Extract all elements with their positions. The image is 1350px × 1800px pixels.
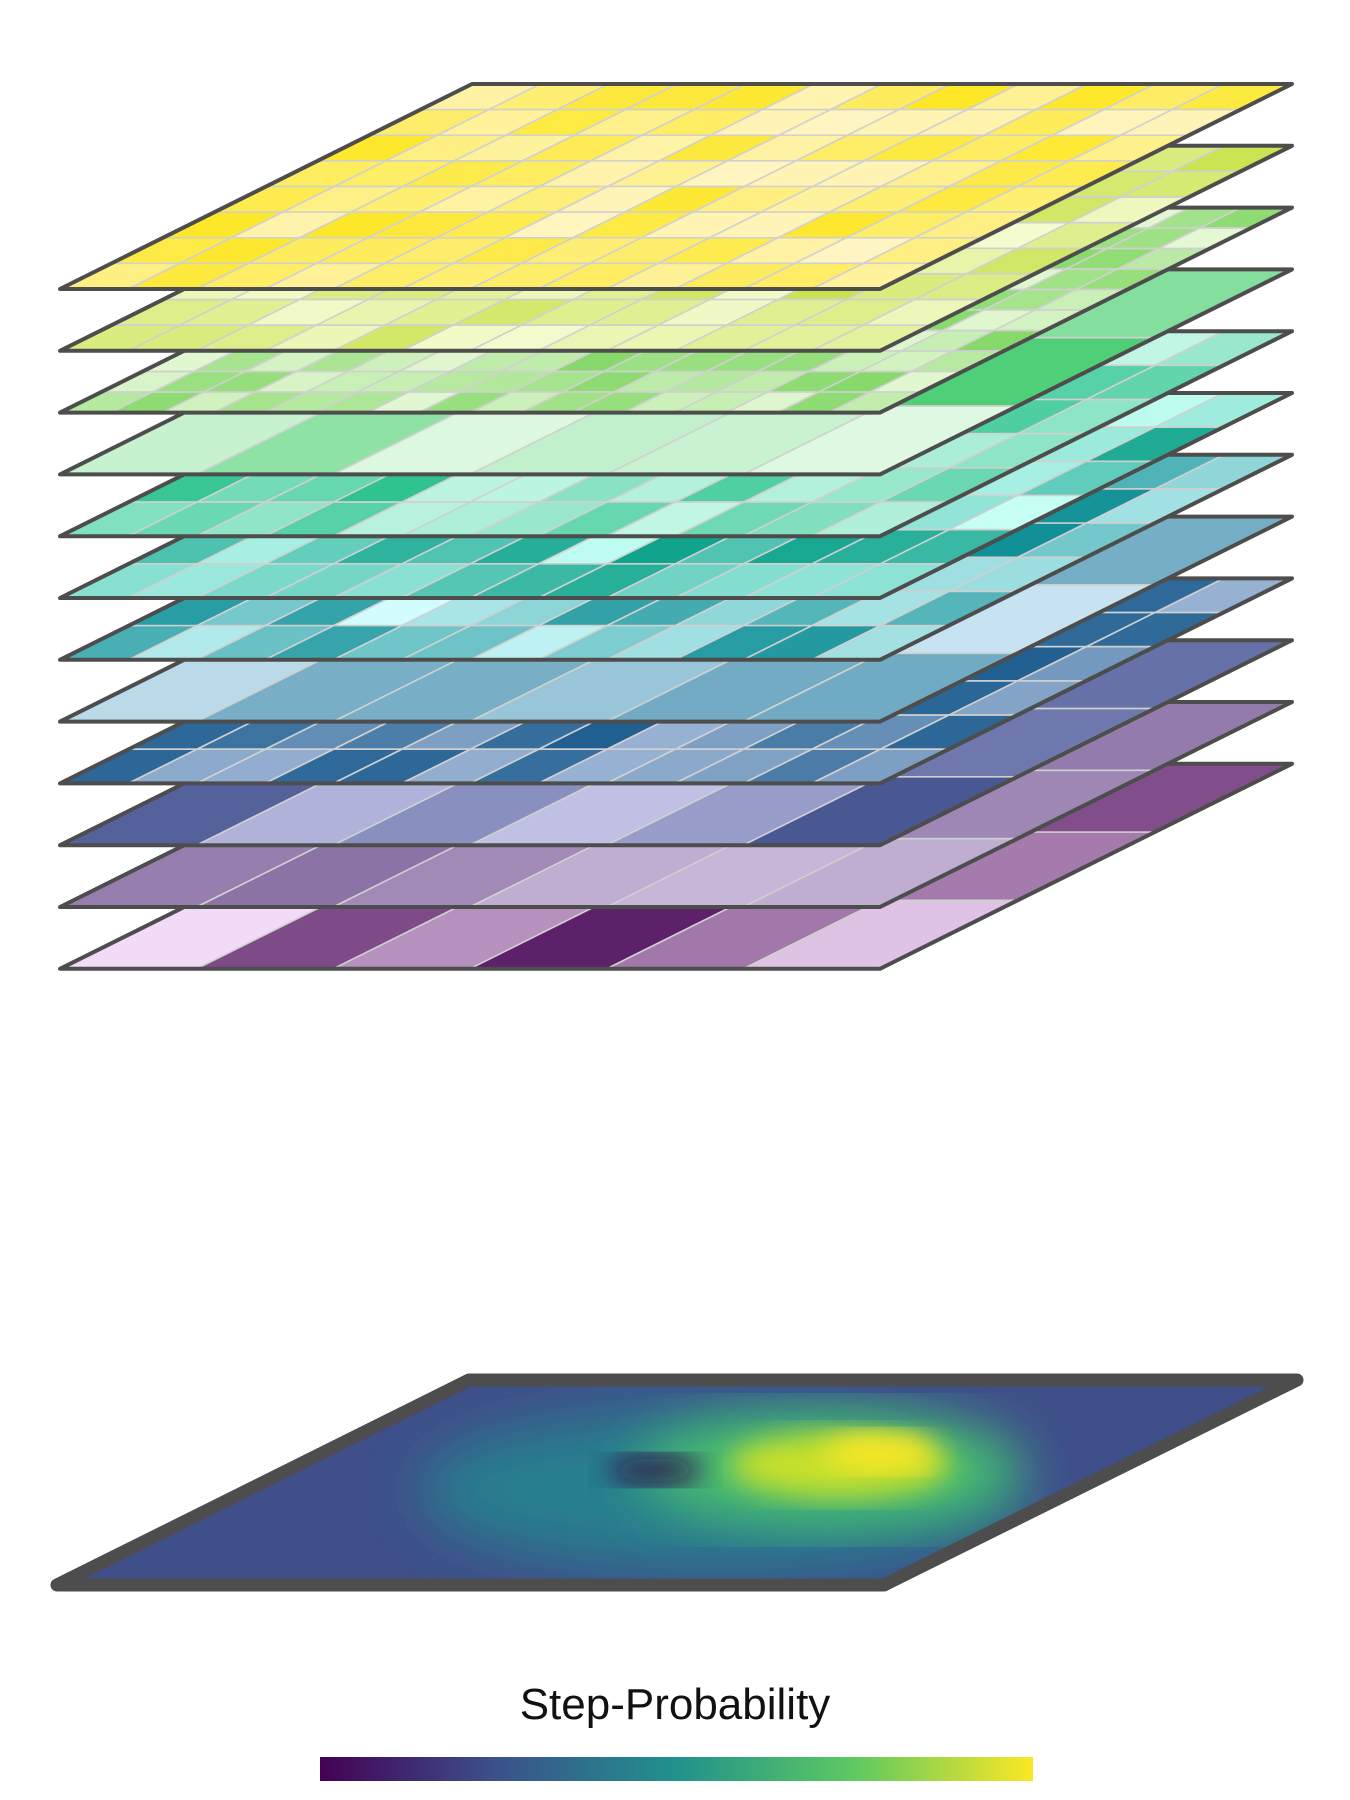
colorbar-gradient bbox=[320, 1757, 1033, 1781]
probability-heatmap bbox=[50, 1373, 1304, 1592]
layer-1 bbox=[58, 82, 1294, 291]
layer-frame bbox=[58, 82, 1294, 291]
colorbar bbox=[320, 1757, 1033, 1781]
heatmap-cold-spot bbox=[607, 1457, 703, 1483]
heatmap-peak bbox=[825, 1434, 935, 1470]
legend-title: Step-Probability bbox=[519, 1680, 831, 1729]
layer-stack bbox=[58, 82, 1294, 971]
heatmap-frame bbox=[50, 1373, 1304, 1592]
